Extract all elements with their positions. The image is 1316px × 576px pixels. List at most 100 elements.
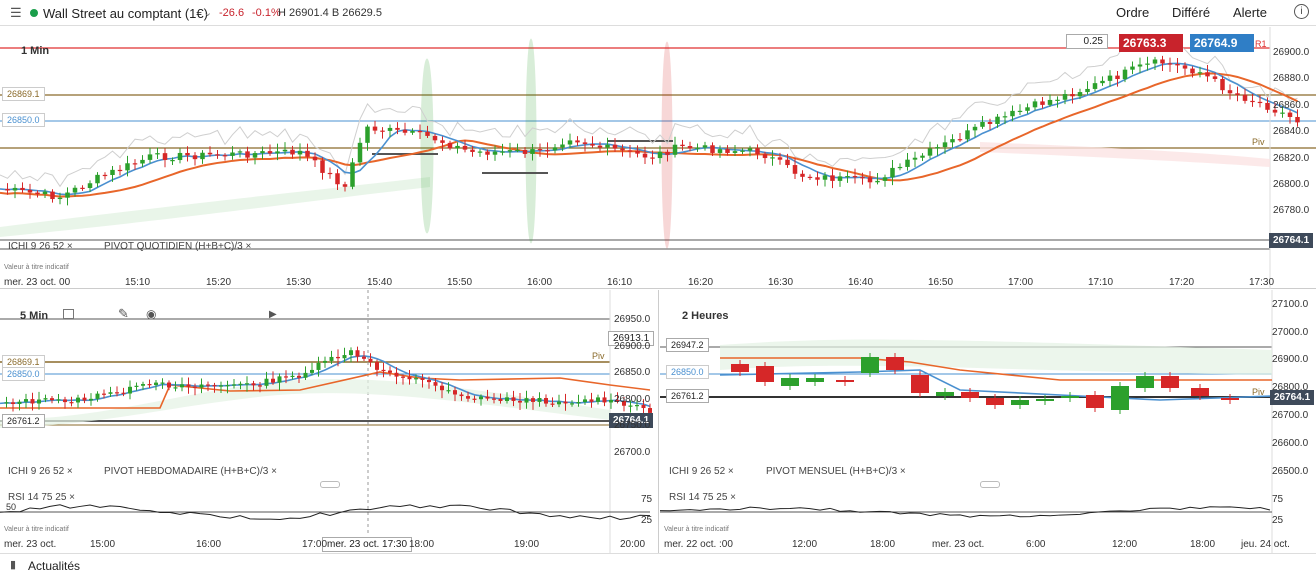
candle <box>95 393 100 399</box>
news-tab[interactable]: Actualités <box>28 559 81 573</box>
info-icon[interactable]: i <box>1294 4 1309 19</box>
left-x-tick-3: 18:00 <box>409 539 435 550</box>
pane-resize-handle[interactable] <box>980 481 1000 488</box>
left-x-tick-1: 16:00 <box>196 539 222 550</box>
candle <box>725 149 730 153</box>
candle <box>303 372 308 378</box>
right-x-tick-4: 12:00 <box>1112 539 1138 550</box>
pivot-indicator[interactable]: PIVOT MENSUEL (H+B+C)/3 × <box>766 466 906 477</box>
pane-resize-handle[interactable] <box>320 481 340 488</box>
buy-price-button[interactable]: 26764.9 <box>1190 34 1254 52</box>
candle <box>867 177 873 183</box>
candle <box>1070 94 1075 97</box>
ichimoku-indicator[interactable]: ICHI 9 26 52 × <box>8 241 73 252</box>
menu-icon[interactable]: ☰ <box>10 5 22 20</box>
sell-price-button[interactable]: 26763.3 <box>1119 34 1183 52</box>
candle <box>1182 65 1188 69</box>
top-x-tick-2: 15:30 <box>286 277 312 288</box>
candle <box>792 165 798 174</box>
candle <box>290 375 295 378</box>
rsi-indicator[interactable]: RSI 14 75 25 × <box>8 492 75 503</box>
chart-5min-plot[interactable] <box>0 290 659 553</box>
candle <box>432 135 438 141</box>
candle <box>1145 63 1150 65</box>
forward-icon[interactable]: ▶ <box>269 309 277 320</box>
candle <box>305 150 310 157</box>
right-y-tick-0: 27100.0 <box>1272 299 1309 310</box>
top-x-tick-11: 17:00 <box>1008 277 1034 288</box>
deferred-order-button[interactable]: Différé <box>1172 5 1211 20</box>
chart-2h[interactable]: 2 Heures 26947.2 26850.0 26761.2 Piv 267… <box>660 290 1316 553</box>
chart-1min[interactable]: 1 Min 0.25 26763.3 26764.9 R1 Piv 26869.… <box>0 27 1316 289</box>
alert-button[interactable]: Alerte <box>1233 5 1267 20</box>
right-y-tick-6: 26500.0 <box>1272 466 1309 477</box>
candle <box>1010 110 1015 117</box>
chart-1min-plot[interactable] <box>0 27 1316 289</box>
candle <box>890 167 895 178</box>
candle <box>642 153 648 158</box>
candle <box>648 408 652 413</box>
eye-icon[interactable]: ◉ <box>146 307 157 321</box>
candle <box>173 387 178 389</box>
candle <box>905 159 910 167</box>
pivot-indicator[interactable]: PIVOT QUOTIDIEN (H+B+C)/3 × <box>104 241 252 252</box>
candle <box>433 382 438 386</box>
candle <box>24 399 28 402</box>
candle <box>401 376 405 378</box>
left-y-tick-3: 26800.0 <box>614 394 651 405</box>
timeframe-label[interactable]: 2 Heures <box>682 310 729 322</box>
candle <box>590 143 595 146</box>
ichimoku-indicator[interactable]: ICHI 9 26 52 × <box>8 466 73 477</box>
price-change: -26.6 <box>219 7 245 19</box>
candle <box>1086 395 1104 408</box>
candle <box>1257 101 1263 104</box>
candle <box>35 192 40 195</box>
kijun-line <box>0 371 651 409</box>
candle <box>635 150 640 154</box>
candle <box>125 163 130 171</box>
timeframe-label[interactable]: 5 Min <box>20 310 49 322</box>
chevron-down-icon[interactable]: ⌄ <box>203 7 213 19</box>
ichimoku-indicator[interactable]: ICHI 9 26 52 × <box>669 466 734 477</box>
candle <box>87 183 93 189</box>
candle <box>507 150 513 152</box>
candle <box>277 376 282 383</box>
candle <box>1092 83 1098 89</box>
candle <box>37 399 41 404</box>
instrument-title[interactable]: Wall Street au comptant (1€) <box>43 6 208 21</box>
quantity-input[interactable]: 0.25 <box>1066 34 1108 49</box>
timeframe-label[interactable]: 1 Min <box>21 45 50 57</box>
top-y-tick-3: 26840.0 <box>1273 126 1310 137</box>
top-y-tick-1: 26880.0 <box>1273 73 1310 84</box>
candle <box>1205 72 1210 77</box>
candle <box>762 154 768 159</box>
candle <box>1272 109 1278 113</box>
candle <box>329 356 334 361</box>
candle <box>121 392 126 394</box>
candle <box>641 405 646 409</box>
candle <box>414 378 418 380</box>
market-open-indicator <box>30 9 38 17</box>
order-button[interactable]: Ordre <box>1116 5 1150 20</box>
candle <box>420 378 425 380</box>
candle <box>207 152 213 155</box>
calendar-icon[interactable] <box>63 309 74 319</box>
pivot-indicator[interactable]: PIVOT HEBDOMADAIRE (H+B+C)/3 × <box>104 466 277 477</box>
candle <box>425 131 430 136</box>
candle <box>65 192 70 198</box>
top-x-tick-4: 15:50 <box>447 277 473 288</box>
candle <box>215 154 220 156</box>
chart-5min[interactable]: 5 Min ✎ ◉ ▶ 26913.1 Piv 26869.1 26850.0 … <box>0 290 659 553</box>
candle <box>472 398 477 400</box>
candle <box>756 366 774 382</box>
rsi-indicator[interactable]: RSI 14 75 25 × <box>669 492 736 503</box>
candle <box>537 149 543 151</box>
chart-2h-plot[interactable] <box>660 290 1316 553</box>
candle <box>267 151 273 154</box>
disclaimer: Valeur à titre indicatif <box>4 526 69 533</box>
right-y-tick-2: 26900.0 <box>1272 354 1309 365</box>
candle <box>1032 101 1038 108</box>
candle <box>80 187 85 189</box>
candle <box>1295 116 1300 123</box>
pencil-icon[interactable]: ✎ <box>118 306 129 321</box>
